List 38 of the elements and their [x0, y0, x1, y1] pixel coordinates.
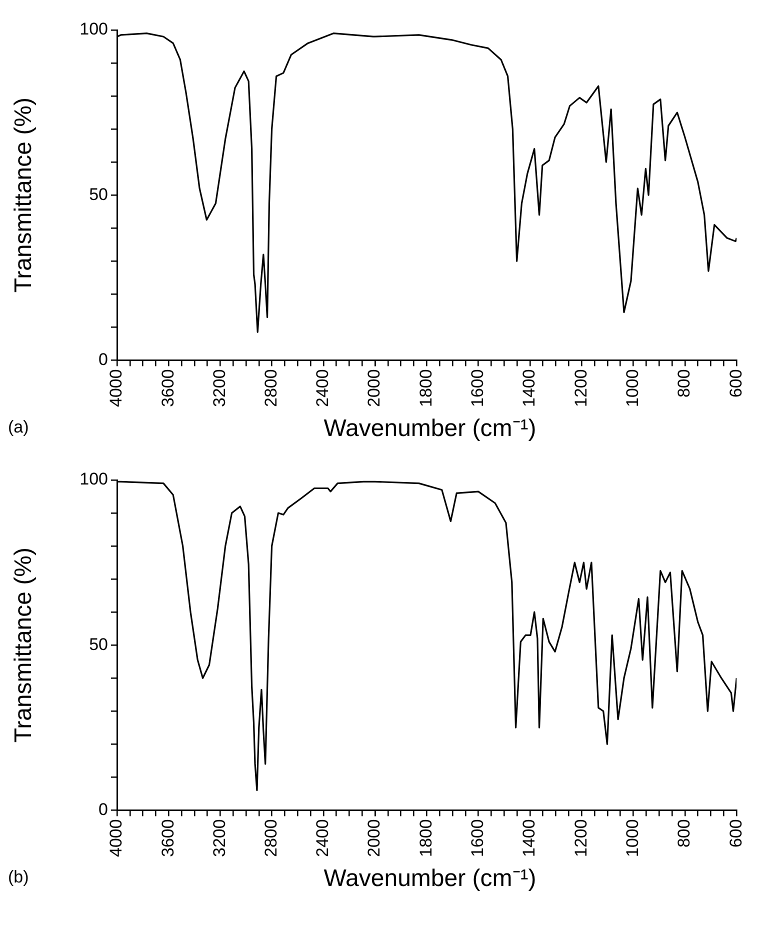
x-tick-label: 1200 — [571, 819, 590, 858]
x-tick-label: 1400 — [520, 369, 539, 408]
x-axis-title: Wavenumber (cm⁻¹) — [324, 865, 536, 892]
x-tick-label: 2400 — [313, 819, 332, 858]
x-tick-label: 1000 — [622, 369, 642, 408]
y-tick-label: 50 — [89, 634, 108, 654]
x-tick-label: 1000 — [622, 819, 642, 858]
x-tick-label: 2400 — [313, 369, 332, 408]
x-tick-label: 600 — [726, 819, 746, 848]
x-tick-label: 3600 — [158, 819, 178, 858]
x-tick-label: 2800 — [261, 369, 280, 408]
x-tick-label: 4000 — [106, 819, 126, 858]
x-axis-title: Wavenumber (cm⁻¹) — [324, 415, 536, 442]
x-tick-label: 1800 — [416, 819, 436, 858]
x-tick-label: 2000 — [364, 369, 384, 408]
x-tick-label: 800 — [674, 819, 694, 848]
x-tick-label: 4000 — [106, 369, 126, 408]
y-axis-title: Transmittance (%) — [10, 548, 38, 743]
y-tick-label: 0 — [98, 350, 108, 369]
x-tick-label: 2800 — [261, 819, 280, 858]
y-tick-label: 50 — [89, 184, 108, 204]
x-tick-label: 600 — [726, 369, 746, 398]
text: (b) — [8, 868, 29, 887]
y-tick-label: 100 — [80, 470, 108, 489]
y-axis-title: Transmittance (%) — [10, 98, 38, 293]
x-tick-label: 800 — [674, 369, 694, 398]
text: (a) — [8, 418, 29, 437]
y-tick-label: 100 — [80, 20, 108, 39]
x-tick-label: 3600 — [158, 369, 178, 408]
x-tick-label: 1800 — [416, 369, 436, 408]
x-tick-label: 1400 — [520, 819, 539, 858]
x-tick-label: 1600 — [468, 819, 487, 858]
x-tick-label: 1600 — [468, 369, 487, 408]
y-tick-label: 0 — [98, 800, 108, 819]
x-tick-label: 3200 — [210, 819, 229, 858]
x-tick-label: 1200 — [571, 369, 590, 408]
x-tick-label: 2000 — [364, 819, 384, 858]
x-tick-label: 3200 — [210, 369, 229, 408]
